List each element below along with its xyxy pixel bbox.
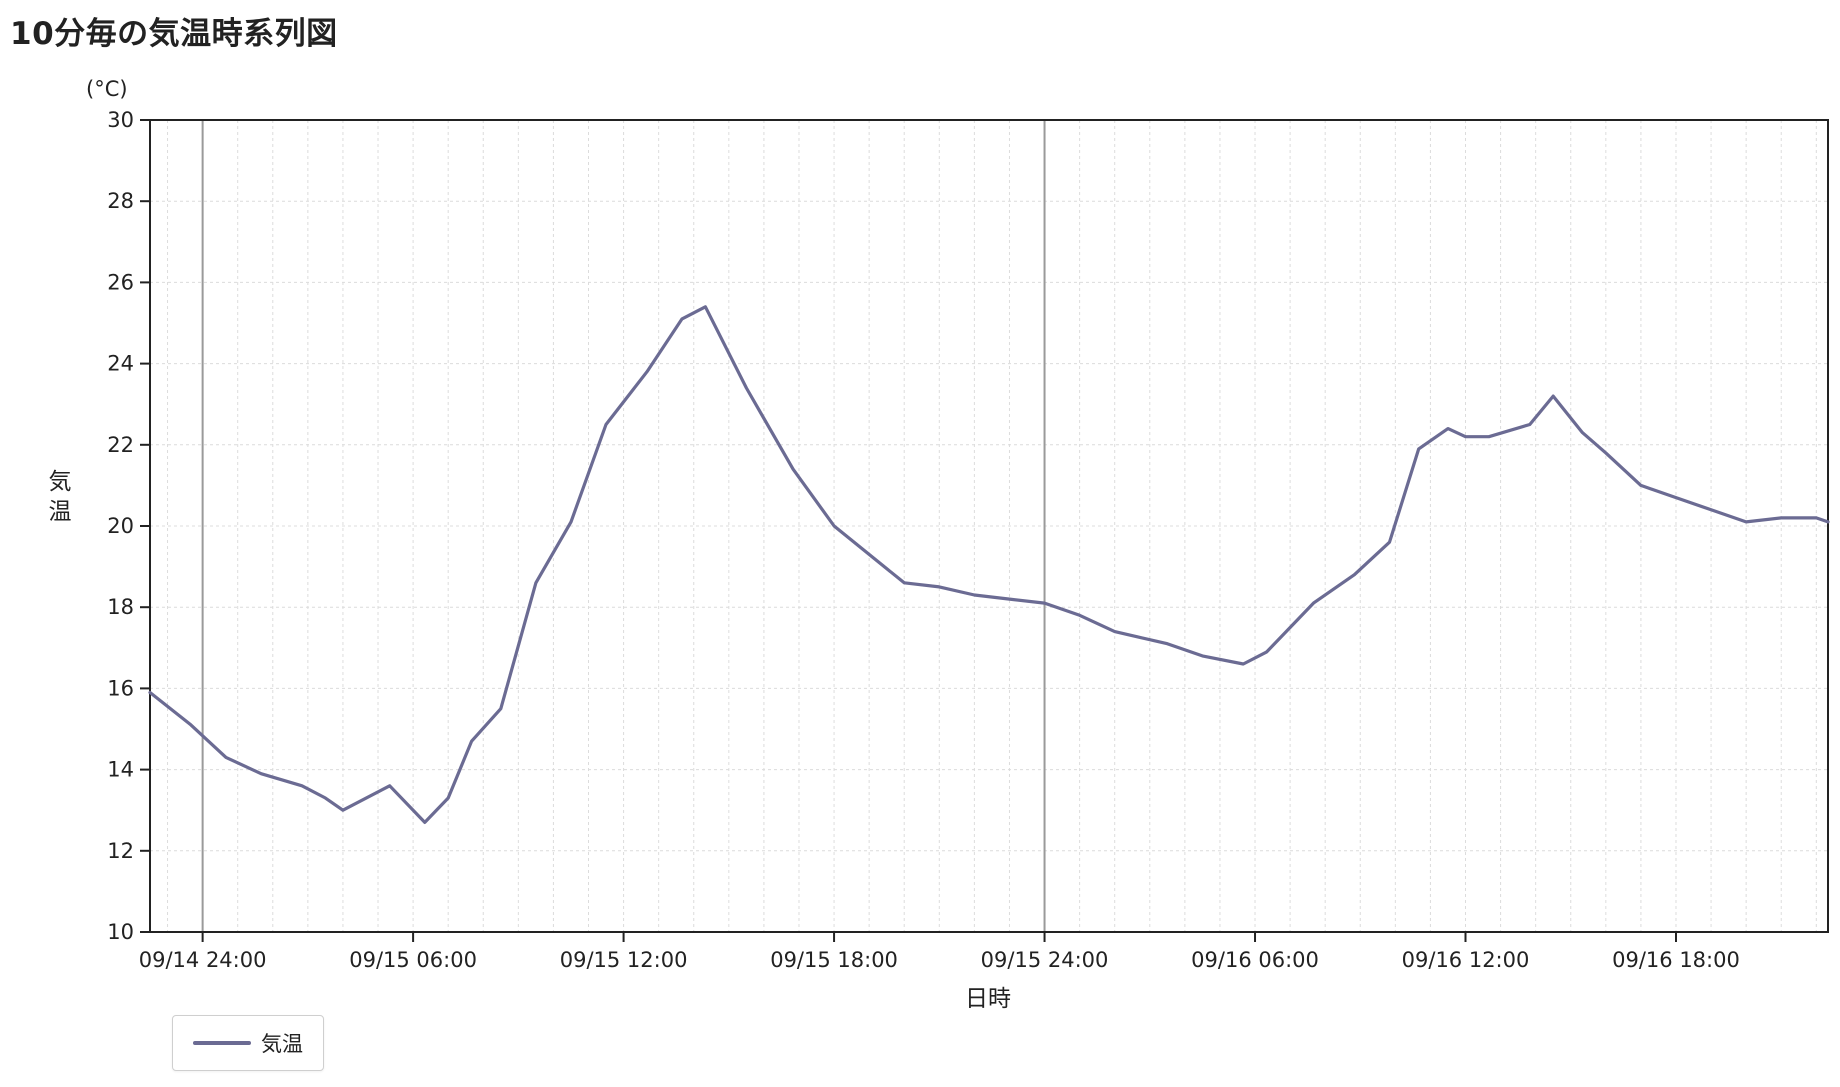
- y-tick-label: 30: [107, 108, 134, 132]
- y-tick-label: 28: [107, 189, 134, 213]
- x-tick-label: 09/14 24:00: [139, 948, 267, 972]
- y-tick-label: 16: [107, 676, 134, 700]
- series-line-temperature: [148, 305, 1830, 824]
- y-tick-label: 12: [107, 839, 134, 863]
- y-axis-ticks: 10 12 14 16 18 20 22 24 26 28 30: [107, 108, 150, 944]
- plot-frame: [149, 119, 1829, 933]
- y-tick-label: 18: [107, 595, 134, 619]
- x-tick-label: 09/15 12:00: [560, 948, 688, 972]
- page-title: 10分毎の気温時系列図: [10, 16, 338, 52]
- y-tick-label: 26: [107, 270, 134, 294]
- y-tick-label: 24: [107, 352, 134, 376]
- y-axis-title-char: 気: [49, 469, 72, 495]
- x-tick-label: 09/16 12:00: [1402, 948, 1530, 972]
- y-tick-label: 14: [107, 758, 134, 782]
- x-axis-title: 日時: [965, 986, 1011, 1012]
- legend-label-temperature: 気温: [261, 1032, 303, 1056]
- x-tick-label: 09/15 24:00: [981, 948, 1109, 972]
- grid-major-lines: [150, 200, 1828, 852]
- legend-swatch-temperature: [193, 1041, 251, 1045]
- y-tick-label: 22: [107, 433, 134, 457]
- y-tick-label: 10: [107, 920, 134, 944]
- x-tick-label: 09/16 18:00: [1612, 948, 1740, 972]
- y-axis-unit: (°C): [86, 77, 128, 101]
- y-tick-label: 20: [107, 514, 134, 538]
- y-axis-title-char: 温: [49, 499, 72, 525]
- day-boundary-lines: [201, 120, 1046, 932]
- x-axis-ticks: 09/14 24:00 09/15 06:00 09/15 12:00 09/15 1…: [139, 932, 1740, 972]
- x-tick-label: 09/16 06:00: [1191, 948, 1319, 972]
- x-tick-label: 09/15 18:00: [770, 948, 898, 972]
- legend: 気温: [172, 1015, 324, 1071]
- x-tick-label: 09/15 06:00: [349, 948, 477, 972]
- y-axis-title: 気温: [49, 469, 72, 525]
